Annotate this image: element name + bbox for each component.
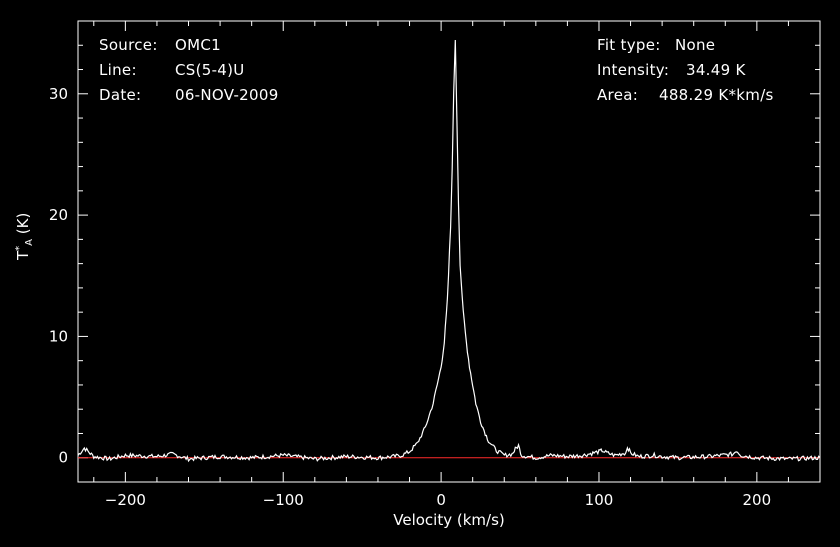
x-tick-label: 200 bbox=[743, 491, 772, 509]
intensity-value: 34.49 K bbox=[686, 61, 746, 79]
fit-type-label: Fit type: bbox=[597, 36, 661, 54]
area-value: 488.29 K*km/s bbox=[659, 86, 774, 104]
y-tick-label: 0 bbox=[58, 449, 68, 467]
intensity-label: Intensity: bbox=[597, 61, 670, 79]
x-tick-label: 0 bbox=[436, 491, 446, 509]
y-axis-label: T*A (K) bbox=[14, 213, 35, 260]
tick-labels: −200 −100 0 100 200 0 10 20 30 bbox=[49, 85, 771, 509]
y-tick-label: 10 bbox=[49, 327, 68, 345]
line-value: CS(5-4)U bbox=[175, 61, 245, 79]
x-tick-label: −100 bbox=[263, 491, 304, 509]
x-tick-label: 100 bbox=[585, 491, 614, 509]
y-axis-label-unit: (K) bbox=[14, 212, 32, 239]
axis-ticks bbox=[78, 20, 821, 483]
date-label: Date: bbox=[99, 86, 142, 104]
fit-type-value: None bbox=[675, 36, 716, 54]
date-value: 06-NOV-2009 bbox=[175, 86, 279, 104]
source-value: OMC1 bbox=[175, 36, 221, 54]
y-tick-label: 30 bbox=[49, 85, 68, 103]
x-tick-label: −200 bbox=[105, 491, 146, 509]
spectrum-line bbox=[77, 39, 821, 463]
area-label: Area: bbox=[597, 86, 639, 104]
y-axis-label-sup: * bbox=[14, 245, 25, 251]
source-label: Source: bbox=[99, 36, 158, 54]
y-axis-label-sub: A bbox=[24, 238, 35, 246]
y-tick-label: 20 bbox=[49, 206, 68, 224]
y-axis-label-main: T bbox=[14, 250, 32, 260]
plot-frame bbox=[77, 20, 821, 483]
line-label: Line: bbox=[99, 61, 137, 79]
x-axis-label: Velocity (km/s) bbox=[393, 511, 504, 529]
